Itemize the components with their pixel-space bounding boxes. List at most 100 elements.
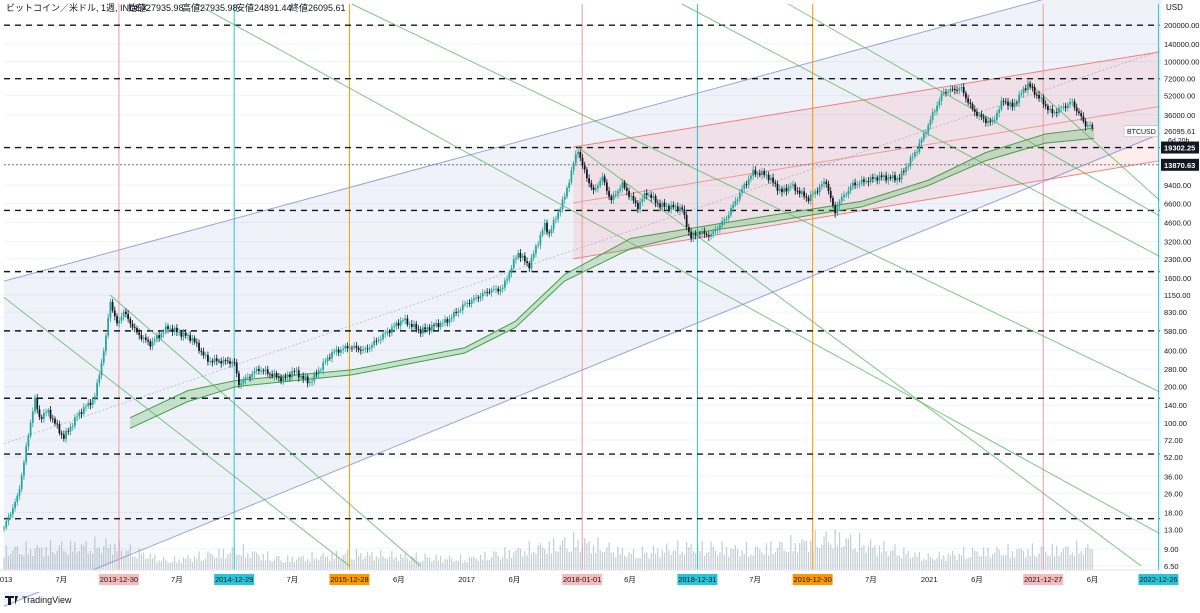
candle-body xyxy=(521,255,524,258)
candle-body xyxy=(56,423,59,425)
candle-body xyxy=(273,373,276,377)
candle-body xyxy=(601,176,604,181)
volume-bar xyxy=(805,540,807,570)
candle-body xyxy=(444,319,446,323)
volume-bar xyxy=(384,558,386,570)
candle-body xyxy=(74,417,76,426)
candle-body xyxy=(497,288,500,292)
volume-bar xyxy=(207,551,209,570)
volume-bar xyxy=(852,549,854,570)
volume-bar xyxy=(1084,547,1087,570)
volume-bar xyxy=(610,552,612,570)
volume-bar xyxy=(785,552,787,570)
candle-body xyxy=(395,322,398,327)
volume-bar xyxy=(770,541,772,570)
volume-bar xyxy=(340,559,342,570)
volume-bar xyxy=(821,544,823,570)
volume-bar xyxy=(657,548,659,570)
candle-body xyxy=(956,90,958,91)
volume-bar xyxy=(623,555,626,570)
candle-body xyxy=(736,199,739,201)
volume-bar xyxy=(878,545,881,570)
volume-bar xyxy=(408,560,411,570)
candle-body xyxy=(543,222,546,231)
volume-bar xyxy=(974,550,976,570)
candle-body xyxy=(914,152,916,157)
volume-bar xyxy=(289,561,291,570)
candle-body xyxy=(233,361,236,363)
candle-body xyxy=(182,332,185,337)
volume-bar xyxy=(909,557,912,570)
candle-body xyxy=(590,183,593,188)
x-tick-label: 6月 xyxy=(393,575,405,584)
candle-body xyxy=(231,361,234,364)
candle-body xyxy=(849,186,852,191)
candle-body xyxy=(723,219,726,222)
x-tick-label: 6月 xyxy=(971,575,983,584)
candle-body xyxy=(552,219,555,230)
volume-bar xyxy=(845,538,847,570)
volume-bar xyxy=(801,539,803,570)
y-tick-label: 26.00 xyxy=(1164,489,1183,498)
y-tick-label: 280.00 xyxy=(1164,365,1187,374)
candle-body xyxy=(42,412,45,419)
volume-bar xyxy=(1027,549,1029,570)
y-tick-label: 9.00 xyxy=(1164,545,1179,554)
volume-bar xyxy=(513,552,515,570)
candle-body xyxy=(439,322,442,328)
candle-body xyxy=(156,335,158,340)
volume-bar xyxy=(699,550,701,570)
volume-bar xyxy=(280,560,282,570)
candle-body xyxy=(816,191,819,193)
volume-bar xyxy=(400,553,402,570)
candle-body xyxy=(430,325,433,331)
volume-bar xyxy=(592,545,595,570)
volume-bar xyxy=(1058,555,1060,570)
candle-body xyxy=(807,197,810,201)
candle-body xyxy=(583,165,586,170)
candle-body xyxy=(965,93,967,99)
volume-bar xyxy=(415,552,417,570)
candle-body xyxy=(809,194,812,201)
volume-bar xyxy=(393,558,395,570)
volume-bar xyxy=(324,556,326,570)
volume-bar xyxy=(491,557,493,570)
candle-body xyxy=(648,194,650,196)
symbol-info: ビットコイン／米ドル, 1週, INDEX xyxy=(6,2,148,13)
volume-bar xyxy=(52,552,54,570)
moving-average-layer xyxy=(129,127,1095,429)
low-value: 24891.44 xyxy=(254,3,292,13)
volume-bar xyxy=(220,557,222,570)
volume-bar xyxy=(748,556,750,570)
tradingview-brand: TradingView xyxy=(22,595,72,605)
volume-bar xyxy=(47,555,49,570)
volume-bar xyxy=(768,555,770,570)
volume-bar xyxy=(920,561,923,570)
candle-body xyxy=(747,179,750,185)
volume-bar xyxy=(728,556,730,570)
tradingview-logo[interactable]: TradingView xyxy=(5,595,72,605)
candle-body xyxy=(594,188,597,190)
volume-bar xyxy=(646,552,648,570)
candle-body xyxy=(825,181,828,184)
candle-body xyxy=(311,381,313,383)
volume-bar xyxy=(402,557,404,570)
candle-body xyxy=(586,169,588,179)
volume-bar xyxy=(1011,551,1014,570)
y-tick-label: 19302.25 xyxy=(1164,144,1195,153)
candle-body xyxy=(1055,112,1058,114)
volume-bar xyxy=(298,557,300,570)
candle-body xyxy=(559,209,562,213)
candle-body xyxy=(772,177,774,183)
candle-body xyxy=(125,311,127,314)
red-channel-upper xyxy=(573,51,1161,148)
candle-body xyxy=(685,215,688,227)
y-tick-highlight xyxy=(1161,158,1199,171)
candle-body xyxy=(905,167,907,172)
candle-body xyxy=(435,323,438,326)
volume-bar xyxy=(109,544,111,570)
candle-body xyxy=(1080,113,1083,117)
candle-body xyxy=(681,207,684,210)
volume-bar xyxy=(80,544,83,570)
